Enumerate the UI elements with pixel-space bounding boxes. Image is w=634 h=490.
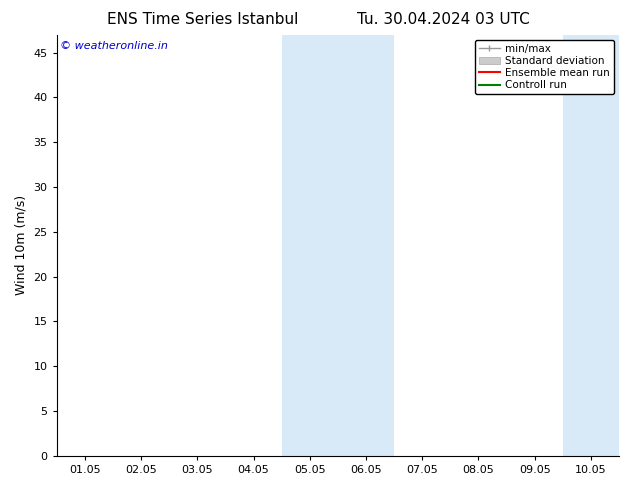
Text: Tu. 30.04.2024 03 UTC: Tu. 30.04.2024 03 UTC: [358, 12, 530, 27]
Bar: [563, 35, 634, 456]
Bar: [281, 35, 394, 456]
Y-axis label: Wind 10m (m/s): Wind 10m (m/s): [15, 195, 28, 295]
Legend: min/max, Standard deviation, Ensemble mean run, Controll run: min/max, Standard deviation, Ensemble me…: [475, 40, 614, 95]
Text: ENS Time Series Istanbul: ENS Time Series Istanbul: [107, 12, 299, 27]
Text: © weatheronline.in: © weatheronline.in: [60, 41, 167, 51]
